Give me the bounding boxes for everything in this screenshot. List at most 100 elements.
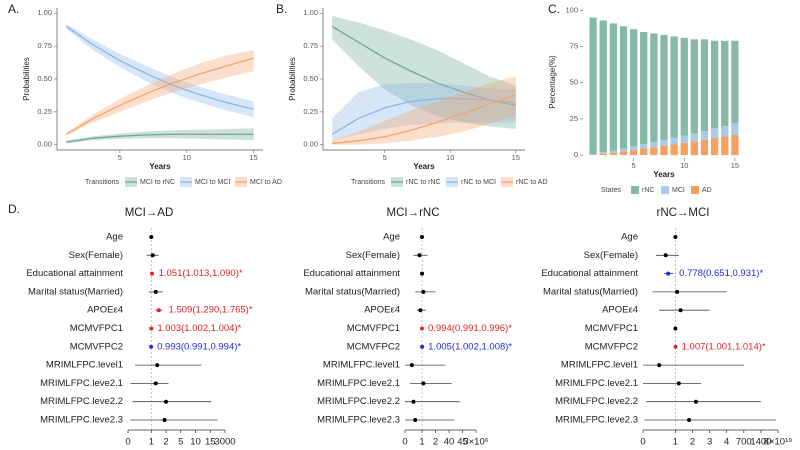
value-label: 1.007(1.001,1.014)*: [682, 341, 766, 352]
bar-segment: [670, 144, 678, 156]
value-label: 1.005(1.002,1.008)*: [428, 341, 512, 352]
y-tick-label: 0.25: [37, 107, 52, 116]
line: [65, 25, 254, 110]
bar-segment: [619, 148, 628, 152]
row-label: APOEε4: [364, 305, 400, 316]
point-estimate: [421, 289, 426, 294]
row-label: MCMVFPC1: [585, 323, 638, 334]
point-estimate: [149, 326, 154, 331]
x-tick-label: 3000: [214, 437, 235, 448]
bar-segment: [690, 133, 699, 142]
point-estimate: [153, 289, 158, 294]
legend-title: States: [601, 187, 621, 194]
legend-key: [661, 186, 669, 194]
legend-label: MCI to rNC: [140, 179, 175, 186]
point-estimate: [676, 381, 681, 386]
row-label: MCMVFPC2: [585, 341, 638, 352]
panel-label: D.: [8, 202, 20, 216]
point-estimate: [666, 271, 671, 276]
bar-segment: [599, 20, 607, 153]
point-estimate: [150, 271, 155, 276]
bar-segment: [690, 141, 699, 156]
y-tick-label: 0.50: [303, 74, 318, 83]
point-estimate: [409, 363, 414, 368]
y-tick-label: 0.00: [37, 140, 52, 149]
y-tick-label: 0.75: [37, 41, 52, 50]
legend-label: rNC to rNC: [406, 179, 441, 186]
bar-segment: [710, 40, 719, 129]
bar-segment: [640, 148, 648, 156]
bar-segment: [609, 23, 618, 151]
y-tick-label: 0: [574, 150, 578, 159]
point-estimate: [419, 326, 424, 331]
legend-label: AD: [702, 187, 712, 194]
value-label: 0.993(0.991,0.994)*: [157, 341, 241, 352]
row-label: MRIMLFPC.level1: [561, 360, 638, 371]
x-axis-title: Years: [413, 162, 435, 171]
value-label: 0.778(0.651,0.931)*: [679, 268, 763, 279]
x-tick-label: 10: [183, 153, 191, 162]
bar-segment: [640, 32, 648, 145]
x-tick-label: 0: [402, 437, 407, 448]
point-estimate: [156, 308, 161, 313]
legend-title: Transitions: [351, 179, 385, 186]
row-label: Age: [621, 232, 638, 243]
x-tick-label: 1: [673, 437, 678, 448]
x-tick-label: 1: [419, 437, 424, 448]
point-estimate: [164, 399, 169, 404]
bar-segment: [629, 29, 638, 147]
forest-title: MCI→AD: [125, 207, 174, 219]
row-label: Marital status(Married): [543, 286, 638, 297]
bar-segment: [700, 139, 709, 156]
point-estimate: [155, 363, 160, 368]
bar-segment: [599, 152, 607, 154]
row-label: APOEε4: [602, 305, 638, 316]
x-tick-label: 3×10⁶: [463, 437, 488, 448]
legend-label: MCI to AD: [250, 179, 282, 186]
point-estimate: [673, 235, 678, 239]
bar-segment: [650, 33, 658, 143]
row-label: APOEε4: [87, 305, 123, 316]
row-label: MCMVFPC1: [70, 323, 123, 334]
x-tick-label: 10: [446, 153, 454, 162]
confidence-band: [66, 23, 254, 118]
point-estimate: [663, 253, 668, 258]
forest-title: rNC→MCI: [656, 207, 709, 219]
y-tick-label: 75: [570, 42, 578, 51]
legend-title: Transitions: [85, 179, 119, 186]
x-tick-label: 700: [736, 437, 752, 448]
x-tick-label: 10: [680, 161, 688, 170]
panel-label: B.: [276, 2, 287, 16]
y-tick-label: 1.00: [37, 8, 52, 17]
bar-segment: [680, 135, 688, 143]
y-tick-label: 1.00: [303, 8, 318, 17]
bar-segment: [721, 136, 729, 156]
y-tick-label: 100: [565, 5, 578, 14]
row-label: MRIMLFPC.leve2.1: [317, 378, 400, 389]
confidence-band: [66, 50, 254, 136]
y-tick-label: 0.75: [303, 41, 318, 50]
point-estimate: [693, 399, 698, 404]
row-label: MRIMLFPC.leve2.2: [555, 396, 638, 407]
x-tick-label: 4: [724, 437, 729, 448]
x-tick-label: 5: [118, 153, 122, 162]
panel-label: A.: [8, 2, 19, 16]
row-label: MRIMLFPC.leve2.1: [40, 378, 123, 389]
point-estimate: [420, 344, 425, 349]
forest-title: MCI→rNC: [386, 207, 439, 219]
bar-segment: [609, 150, 618, 153]
line: [66, 57, 254, 135]
x-tick-label: 3: [707, 437, 712, 448]
row-label: MCMVFPC2: [70, 341, 123, 352]
point-estimate: [673, 326, 678, 331]
confidence-band: [332, 76, 516, 145]
bar-segment: [670, 137, 678, 145]
row-label: MRIMLFPC.leve2.2: [40, 396, 123, 407]
legend-label: rNC to AD: [516, 179, 548, 186]
confidence-band: [66, 128, 254, 144]
bar-segment: [680, 142, 688, 156]
x-tick-label: 0: [640, 437, 645, 448]
bar-segment: [670, 36, 678, 138]
legend-key: [631, 186, 639, 194]
point-estimate: [162, 418, 167, 422]
